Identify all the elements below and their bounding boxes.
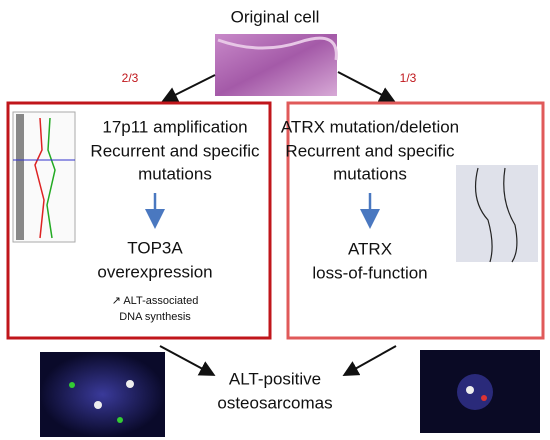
fish-dot bbox=[117, 417, 123, 423]
box-text: 17p11 amplification bbox=[102, 117, 247, 136]
fraction: 2/3 bbox=[122, 71, 139, 85]
fish-image bbox=[40, 352, 165, 437]
ihc-texture bbox=[475, 167, 518, 263]
right-box bbox=[286, 101, 545, 340]
arrow bbox=[337, 71, 396, 102]
fish-dot bbox=[126, 380, 134, 388]
box-text: overexpression bbox=[97, 262, 212, 281]
fish-dot bbox=[69, 382, 75, 388]
box-text: mutations bbox=[138, 164, 212, 183]
title: Original cell bbox=[231, 7, 320, 26]
box-text: loss-of-function bbox=[312, 263, 427, 282]
box-text: mutations bbox=[333, 164, 407, 183]
fish-dot bbox=[466, 386, 474, 394]
fish-nucleus bbox=[457, 374, 493, 410]
arrow bbox=[342, 345, 397, 376]
arrow bbox=[159, 345, 216, 376]
outcome: osteosarcomas bbox=[217, 393, 332, 412]
plot-line bbox=[46, 117, 56, 239]
outcome: ALT-positive bbox=[229, 369, 321, 388]
box-text: ATRX bbox=[348, 239, 392, 258]
fish-dot bbox=[481, 395, 487, 401]
note: DNA synthesis bbox=[119, 311, 191, 323]
arrow bbox=[161, 74, 216, 102]
box-text: ATRX mutation/deletion bbox=[281, 117, 459, 136]
box-text: Recurrent and specific bbox=[285, 141, 455, 160]
box-text: TOP3A bbox=[127, 238, 183, 257]
left-box bbox=[6, 101, 272, 340]
fraction: 1/3 bbox=[400, 71, 417, 85]
box-text: Recurrent and specific bbox=[90, 141, 260, 160]
ihc-image bbox=[456, 165, 538, 262]
chromosome bbox=[16, 114, 24, 240]
plot-line bbox=[34, 117, 45, 239]
note: ↗ ALT-associated bbox=[112, 295, 199, 307]
histology-texture bbox=[217, 36, 338, 61]
fish-dot bbox=[94, 401, 102, 409]
